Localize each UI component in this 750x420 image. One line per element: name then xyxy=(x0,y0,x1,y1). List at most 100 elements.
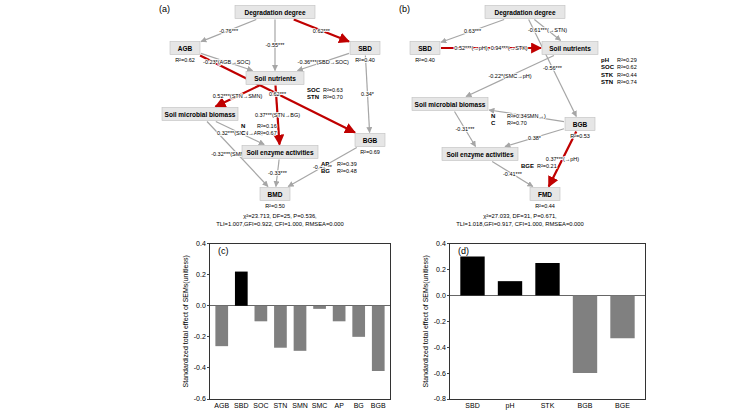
svg-text:BGB: BGB xyxy=(578,402,593,409)
svg-text:BG: BG xyxy=(354,402,364,409)
svg-text:-0.22*(SMC→pH): -0.22*(SMC→pH) xyxy=(488,73,531,79)
svg-text:BGB: BGB xyxy=(371,402,386,409)
svg-text:-0.32***(SMN→BMD): -0.32***(SMN→BMD) xyxy=(211,151,264,157)
svg-text:C: C xyxy=(241,130,246,136)
svg-text:R²=0.70: R²=0.70 xyxy=(323,94,343,100)
svg-text:0.2: 0.2 xyxy=(436,266,446,273)
svg-text:pH: pH xyxy=(506,402,515,410)
svg-text:0.38*: 0.38* xyxy=(528,135,542,141)
svg-text:χ²=23.713, DF=25, P=0.536,: χ²=23.713, DF=25, P=0.536, xyxy=(243,213,317,219)
svg-text:R²=0.40: R²=0.40 xyxy=(355,57,375,63)
svg-text:STK: STK xyxy=(601,72,614,78)
svg-text:R²=0.16: R²=0.16 xyxy=(257,123,277,129)
svg-text:SMC: SMC xyxy=(312,402,328,409)
svg-text:-0.8: -0.8 xyxy=(434,395,446,402)
svg-text:Soil microbial biomass: Soil microbial biomass xyxy=(165,111,236,118)
svg-text:(b): (b) xyxy=(399,4,410,14)
svg-text:Soil nutrients: Soil nutrients xyxy=(254,75,296,82)
svg-text:BG: BG xyxy=(321,168,330,174)
svg-text:0.62***: 0.62*** xyxy=(269,91,287,97)
svg-text:Standardized total effect of S: Standardized total effect of SEMs(unitle… xyxy=(422,255,430,387)
svg-text:(c): (c) xyxy=(218,246,229,256)
svg-text:-0.2: -0.2 xyxy=(434,318,446,325)
svg-text:-0.42***: -0.42*** xyxy=(313,164,333,170)
svg-text:AGB: AGB xyxy=(214,402,229,409)
svg-text:R²=0.53: R²=0.53 xyxy=(570,133,590,139)
svg-text:BGB: BGB xyxy=(363,137,378,144)
svg-text:0.0: 0.0 xyxy=(196,302,206,309)
svg-text:Degradation degree: Degradation degree xyxy=(244,9,305,17)
svg-text:R²=0.44: R²=0.44 xyxy=(617,72,637,78)
svg-text:0.34***(SMN→): 0.34***(SMN→) xyxy=(507,113,546,119)
svg-text:0.34*: 0.34* xyxy=(361,91,375,97)
svg-text:Degradation degree: Degradation degree xyxy=(494,9,555,17)
svg-text:0.37***(→pH): 0.37***(→pH) xyxy=(546,156,579,162)
svg-text:-0.4: -0.4 xyxy=(194,364,206,371)
svg-text:0.0: 0.0 xyxy=(436,292,446,299)
svg-text:R²=0.74: R²=0.74 xyxy=(617,79,637,85)
svg-text:R²=0.62: R²=0.62 xyxy=(175,57,195,63)
svg-text:Soil microbial biomass: Soil microbial biomass xyxy=(415,101,486,108)
svg-text:-0.41***: -0.41*** xyxy=(503,171,523,177)
svg-text:0.37***(STN→BG): 0.37***(STN→BG) xyxy=(255,112,300,118)
svg-text:C: C xyxy=(491,120,496,126)
svg-text:BGE: BGE xyxy=(615,402,630,409)
svg-text:-0.61***(→STN): -0.61***(→STN) xyxy=(528,27,567,33)
svg-text:0.2: 0.2 xyxy=(196,271,206,278)
svg-text:R²=0.63: R²=0.63 xyxy=(323,87,343,93)
svg-text:-0.36***(SBD→SOC): -0.36***(SBD→SOC) xyxy=(298,59,350,65)
svg-text:-0.76***: -0.76*** xyxy=(219,28,239,34)
svg-text:R²=0.62: R²=0.62 xyxy=(617,64,637,70)
svg-text:-0.55***: -0.55*** xyxy=(266,42,286,48)
svg-text:N: N xyxy=(241,123,245,129)
svg-text:R²=0.70: R²=0.70 xyxy=(507,120,527,126)
svg-text:0.4: 0.4 xyxy=(436,240,446,247)
svg-text:SBD: SBD xyxy=(358,45,372,52)
svg-text:(a): (a) xyxy=(159,4,170,14)
svg-text:STN: STN xyxy=(307,94,319,100)
svg-text:BMD: BMD xyxy=(268,191,283,198)
svg-text:0.32***(SMN→AP): 0.32***(SMN→AP) xyxy=(217,130,263,136)
svg-text:BGE: BGE xyxy=(521,163,534,169)
svg-text:R²=0.40: R²=0.40 xyxy=(415,57,435,63)
svg-text:STN: STN xyxy=(601,79,613,85)
svg-text:0.62***: 0.62*** xyxy=(313,28,331,34)
svg-text:BGB: BGB xyxy=(573,121,588,128)
svg-text:AP: AP xyxy=(334,402,344,409)
svg-text:STN: STN xyxy=(273,402,287,409)
svg-text:STK: STK xyxy=(541,402,555,409)
svg-text:AP: AP xyxy=(321,161,329,167)
svg-text:0.63***: 0.63*** xyxy=(464,28,482,34)
svg-text:SOC: SOC xyxy=(253,402,268,409)
svg-text:AGB: AGB xyxy=(178,45,193,52)
svg-text:R²=0.50: R²=0.50 xyxy=(265,203,285,209)
svg-text:R²=0.44: R²=0.44 xyxy=(535,203,555,209)
svg-text:SBD: SBD xyxy=(465,402,479,409)
svg-text:R²=0.39: R²=0.39 xyxy=(337,161,357,167)
svg-text:SOC: SOC xyxy=(307,87,321,93)
svg-text:-0.4: -0.4 xyxy=(434,344,446,351)
svg-text:R²=0.69: R²=0.69 xyxy=(360,149,380,155)
svg-text:-0.33***: -0.33*** xyxy=(268,170,288,176)
svg-text:-0.23*(AGB→SOC): -0.23*(AGB→SOC) xyxy=(203,59,251,65)
svg-text:-0.6: -0.6 xyxy=(434,370,446,377)
svg-text:χ²=27.033, DF=31, P=0.671,: χ²=27.033, DF=31, P=0.671, xyxy=(483,213,557,219)
svg-text:TLI=1.007,GFI=0.922, CFI=1.000: TLI=1.007,GFI=0.922, CFI=1.000, RMSEA=0.… xyxy=(216,221,344,227)
svg-text:Soil enzyme activities: Soil enzyme activities xyxy=(246,149,314,157)
svg-text:pH: pH xyxy=(601,57,609,63)
svg-text:-0.56***: -0.56*** xyxy=(543,65,563,71)
svg-text:0.4: 0.4 xyxy=(196,240,206,247)
svg-text:Standardized total effect of S: Standardized total effect of SEMs(unitle… xyxy=(182,255,190,387)
svg-text:(d): (d) xyxy=(458,246,469,256)
svg-text:-0.6: -0.6 xyxy=(194,395,206,402)
svg-text:FMD: FMD xyxy=(538,191,552,198)
svg-text:R²=0.67: R²=0.67 xyxy=(257,130,277,136)
svg-text:0.52***(→pH), 0.94***(→STK): 0.52***(→pH), 0.94***(→STK) xyxy=(454,45,528,51)
svg-text:R²=0.21: R²=0.21 xyxy=(537,163,557,169)
svg-text:0.52***(STN→SMN): 0.52***(STN→SMN) xyxy=(213,93,263,99)
svg-text:-0.2: -0.2 xyxy=(194,333,206,340)
svg-text:R²=0.48: R²=0.48 xyxy=(337,168,357,174)
svg-text:SOC: SOC xyxy=(601,64,615,70)
svg-text:N: N xyxy=(491,113,495,119)
svg-text:Soil nutrients: Soil nutrients xyxy=(549,45,591,52)
